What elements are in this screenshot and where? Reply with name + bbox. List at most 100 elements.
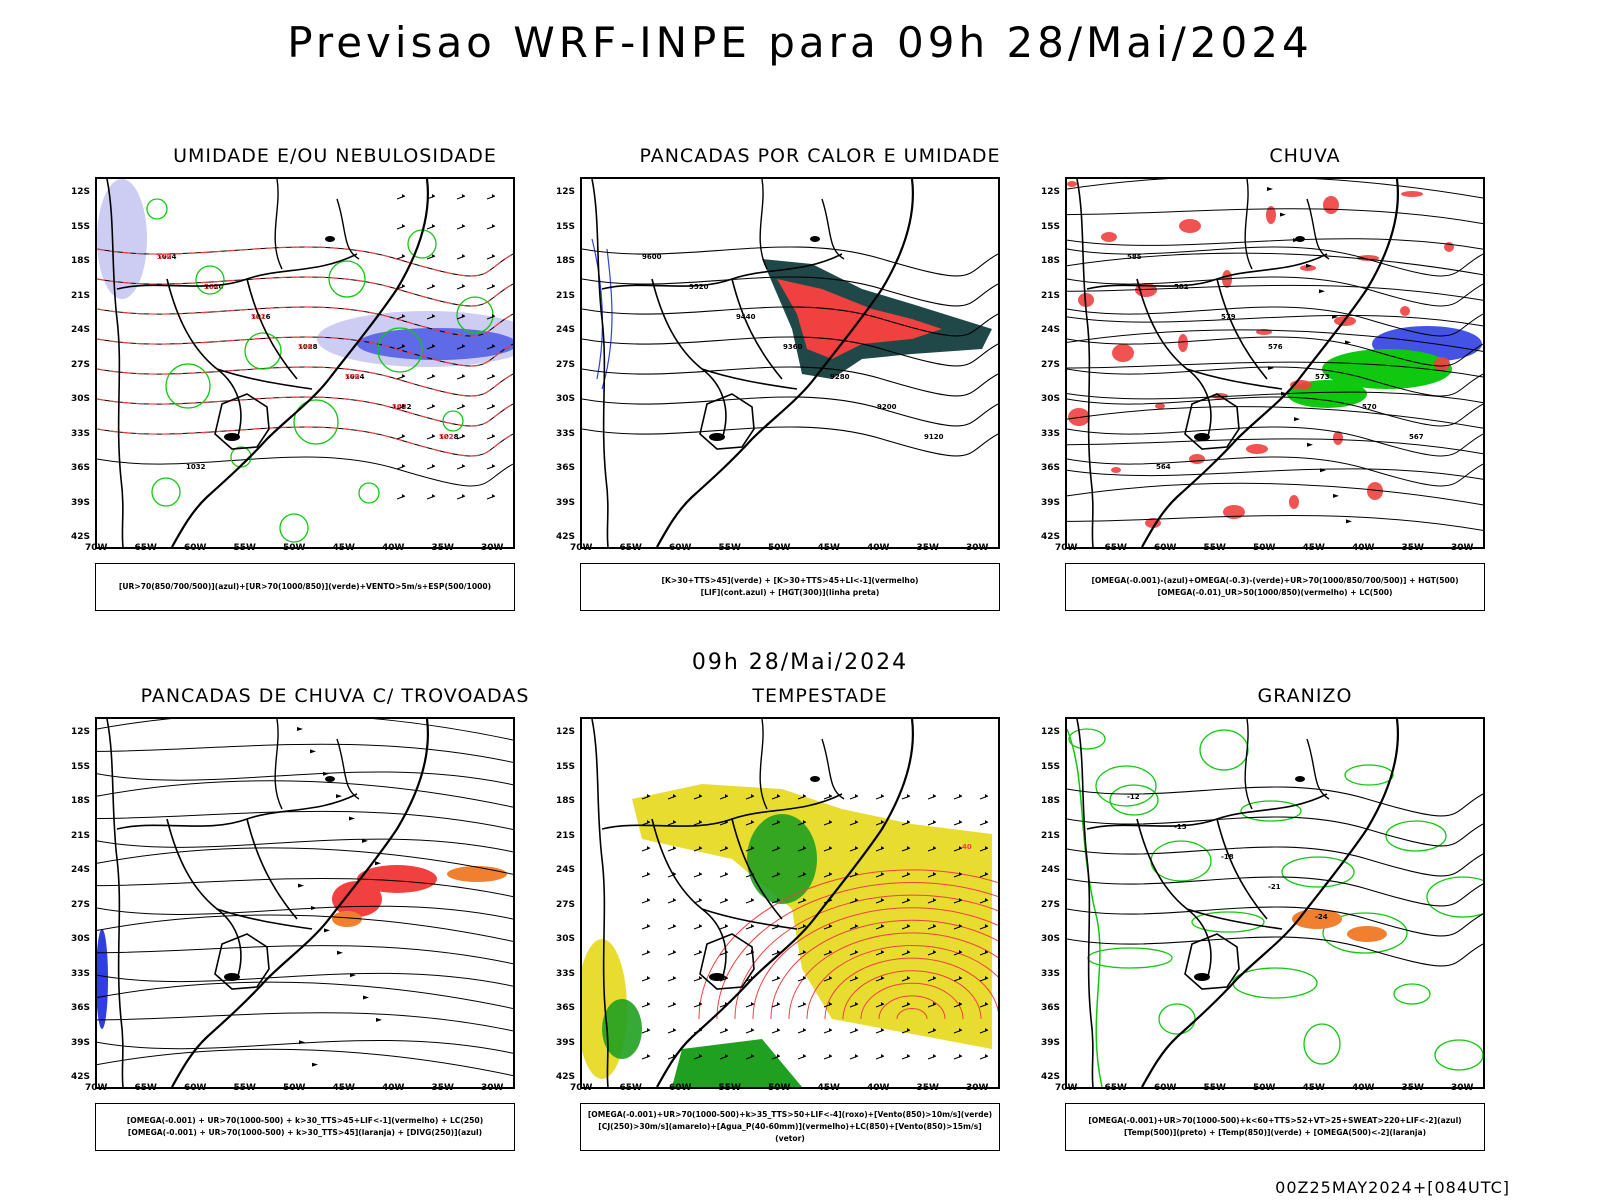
latitude-label: 42S — [1041, 1072, 1061, 1082]
wind-arrow-head — [777, 872, 780, 876]
legend-box: [OMEGA(-0.001)+UR>70(1000-500)+k>35_TTS>… — [580, 1103, 1000, 1151]
longitude-label: 50W — [283, 543, 306, 553]
contour-label: 9520 — [689, 283, 709, 291]
isoline — [97, 456, 513, 487]
latitude-label: 18S — [1041, 256, 1061, 266]
wind-arrow-head — [985, 1002, 988, 1006]
contour-label: 564 — [1156, 463, 1171, 471]
low-humidity-contour — [358, 482, 380, 504]
wind-arrow-head — [803, 1054, 806, 1058]
longitude-label: 55W — [1203, 1083, 1226, 1093]
longitude-label: 65W — [1104, 543, 1127, 553]
low-humidity-contour — [442, 410, 464, 432]
wind-arrow-head — [699, 794, 702, 798]
contour-label: 573 — [1315, 373, 1330, 381]
contour-label: 40 — [962, 843, 972, 851]
streamline-arrow — [349, 816, 355, 821]
humidity-shading — [97, 179, 147, 299]
wind-arrow-head — [699, 950, 702, 954]
state-border — [731, 818, 783, 920]
wind-arrow-head — [855, 1002, 858, 1006]
longitude-label: 70W — [570, 543, 593, 553]
temp850-contour — [1109, 784, 1159, 816]
legend-line: [OMEGA(-0.001)-(azul)+OMEGA(-0.3)-(verde… — [1091, 576, 1459, 585]
wind-arrow-head — [462, 464, 465, 468]
isoline — [1067, 426, 1483, 457]
longitude-label: 60W — [669, 1083, 692, 1093]
longitude-label: 60W — [184, 543, 207, 553]
contour-label: 585 — [1127, 253, 1142, 261]
latitude-label: 18S — [71, 256, 91, 266]
wind-arrow-head — [725, 898, 728, 902]
temp850-contour — [1068, 728, 1106, 750]
latitude-label: 30S — [556, 394, 576, 404]
wind-arrow-head — [829, 1028, 832, 1032]
wind-arrow-head — [402, 464, 405, 468]
state-border — [1306, 738, 1330, 800]
longitude-label: 45W — [1302, 543, 1325, 553]
contour-label: 546 — [298, 343, 313, 351]
map-umidade: 1024102010161028102410321028103257056455… — [97, 179, 513, 547]
streamline-arrow — [376, 1017, 382, 1022]
rain-area — [1266, 206, 1276, 224]
orange-area — [447, 866, 507, 882]
wind-arrow-head — [402, 194, 405, 198]
wind-arrow-head — [855, 794, 858, 798]
contour-label: -15 — [1174, 823, 1187, 831]
isoline — [97, 336, 513, 367]
isoline — [97, 396, 513, 427]
wind-arrow-head — [699, 846, 702, 850]
wind-arrow-head — [673, 820, 676, 824]
humidity-shading — [357, 328, 513, 360]
wind-arrow-head — [699, 924, 702, 928]
streamline — [97, 914, 513, 942]
streamline — [1067, 314, 1483, 327]
wind-arrow-head — [647, 794, 650, 798]
state-border — [821, 198, 845, 260]
longitude-label: 35W — [431, 1083, 454, 1093]
state-border — [216, 368, 313, 390]
thunderstorm-area — [332, 881, 382, 917]
longitude-label: 65W — [134, 543, 157, 553]
lc850-contour — [896, 1008, 928, 1020]
streamline-arrow — [363, 995, 369, 1000]
latitude-label: 21S — [1041, 830, 1061, 841]
contour-label: 570 — [157, 253, 172, 261]
longitude-label: 55W — [718, 543, 741, 553]
state-border — [1216, 818, 1268, 920]
streamline — [97, 877, 513, 898]
contour-label: 576 — [1268, 343, 1283, 351]
streamline — [1067, 284, 1483, 301]
rain-area — [1246, 444, 1268, 454]
isoline — [1067, 846, 1483, 877]
temp850-contour — [1158, 1003, 1196, 1035]
latitude-label: 24S — [71, 325, 91, 335]
wind-arrow-head — [492, 314, 495, 318]
legend-line: [OMEGA(-0.01)_UR>50(1000/850)(vermelho) … — [1157, 588, 1393, 597]
thunderstorm-area — [357, 865, 437, 893]
contour-label: 9280 — [830, 373, 850, 381]
wind-arrow-head — [881, 846, 884, 850]
lc850-contour — [734, 894, 998, 1020]
low-humidity-contour — [293, 399, 339, 445]
longitude-label: 65W — [619, 1083, 642, 1093]
rain-area — [1401, 191, 1423, 197]
temp850-contour — [1385, 820, 1447, 852]
legend-line: [K>30+TTS>45](verde) + [K>30+TTS>45+LI<-… — [661, 576, 919, 585]
longitude-label: 35W — [1401, 543, 1424, 553]
coastline — [656, 179, 914, 547]
state-border — [759, 719, 768, 810]
latitude-label: 12S — [556, 187, 576, 197]
map-pancadas-calor: 9600 9520 9440 9360 9280 9200 9120 — [582, 179, 998, 547]
wind-arrow-head — [673, 924, 676, 928]
wind-arrow-head — [725, 846, 728, 850]
longitude-label: 60W — [1154, 543, 1177, 553]
wind-arrow-head — [492, 374, 495, 378]
wind-arrow-head — [985, 820, 988, 824]
rain-area — [1101, 232, 1117, 242]
isoline — [582, 246, 998, 277]
legend-line: [OMEGA(-0.001) + UR>70(1000-500) + k>30_… — [127, 1128, 483, 1137]
uruguay-border — [214, 393, 270, 450]
western-border — [591, 179, 609, 547]
streamline — [1067, 391, 1483, 404]
